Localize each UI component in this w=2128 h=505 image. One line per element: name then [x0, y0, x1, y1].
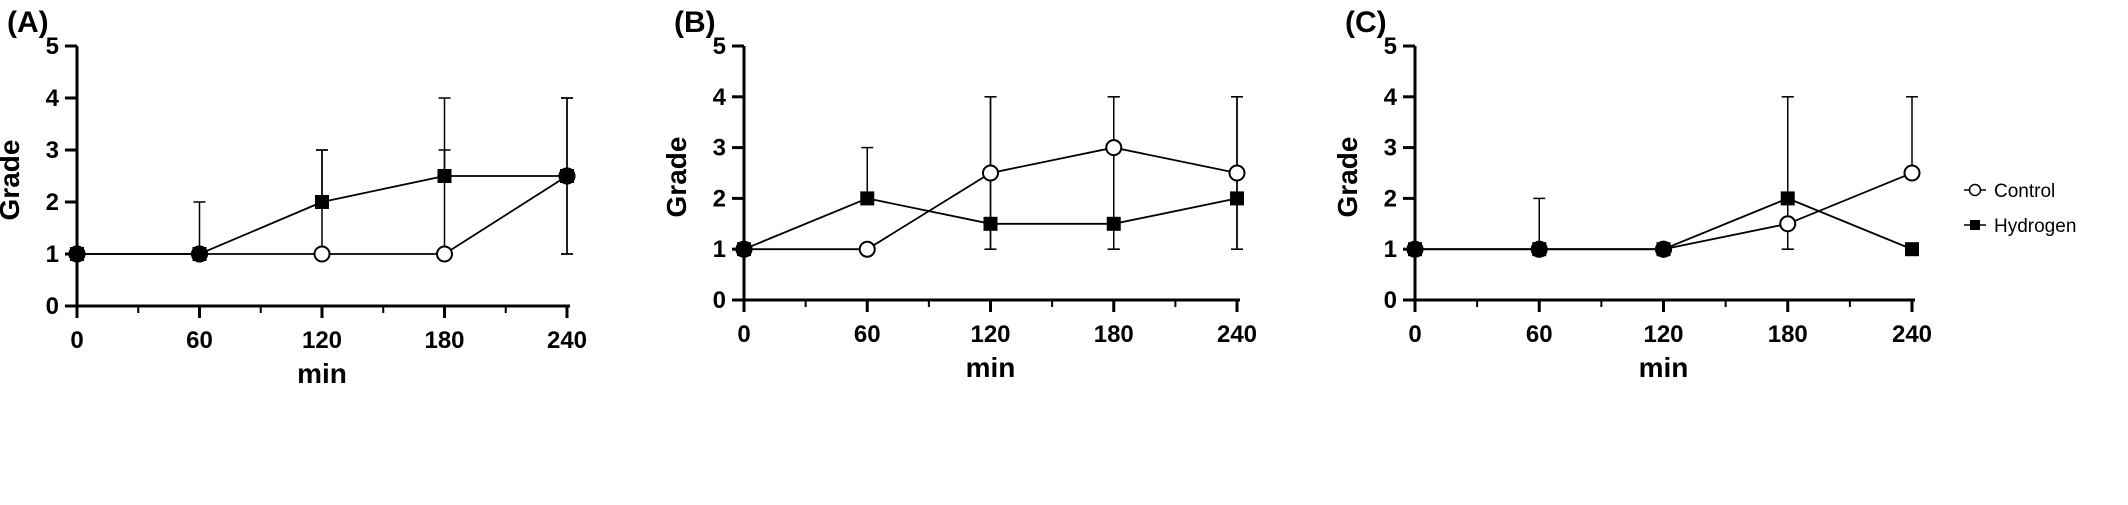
y-axis-title: Grade	[1332, 137, 1363, 218]
x-tick-label: 180	[1094, 321, 1134, 348]
x-tick-label: 0	[737, 321, 750, 348]
y-tick-label: 0	[713, 287, 726, 314]
data-point-control	[1779, 215, 1797, 233]
y-tick-label: 3	[1384, 135, 1397, 162]
y-axis-title: Grade	[0, 140, 25, 221]
x-tick-label: 120	[1643, 321, 1683, 348]
legend: Control Hydrogen	[1964, 181, 2076, 237]
y-tick-label: 4	[46, 85, 60, 112]
x-axis-title: min	[966, 352, 1016, 383]
data-point-overlap	[68, 245, 86, 263]
panel-label: (C)	[1345, 6, 1387, 39]
x-tick-label: 180	[1768, 321, 1808, 348]
chart-panel-1: (B) 0 1 2 3 4 5 0 60 120 180 240 min Grade	[661, 6, 1257, 383]
series-line-control	[1415, 172, 1913, 251]
chart-panel-0: (A) 0 1 2 3 4 5 0 60 120 180 240 min Grade	[0, 6, 587, 389]
x-tick-label: 0	[1408, 321, 1421, 348]
legend-label: Control	[1994, 181, 2055, 202]
legend-marker-control	[1968, 183, 1982, 197]
y-tick-label: 5	[1384, 33, 1397, 60]
x-tick-label: 240	[1217, 321, 1257, 348]
x-tick-label: 0	[70, 327, 83, 354]
data-point-control	[1903, 164, 1921, 182]
data-point-overlap	[735, 240, 753, 258]
y-tick-label: 1	[1384, 236, 1397, 263]
data-point-hydrogen	[860, 191, 875, 206]
x-axis-title: min	[1639, 352, 1689, 383]
chart-panel-2: (C) 0 1 2 3 4 5 0 60 120 180 240 min Grade	[1332, 6, 1932, 383]
data-point-hydrogen	[437, 169, 452, 183]
x-tick-label: 240	[547, 327, 587, 354]
legend-item-hydrogen: Hydrogen	[1964, 216, 2076, 237]
data-point-hydrogen	[1905, 242, 1919, 257]
y-axis-title: Grade	[661, 137, 692, 218]
x-tick-label: 60	[1526, 321, 1553, 348]
data-point-control	[982, 164, 999, 182]
y-tick-label: 3	[46, 137, 59, 164]
data-point-hydrogen	[1230, 191, 1244, 206]
data-point-control	[1105, 139, 1123, 157]
y-tick-label: 0	[1384, 287, 1397, 314]
y-tick-label: 5	[46, 33, 59, 60]
data-point-overlap	[191, 245, 208, 263]
data-point-hydrogen	[1106, 216, 1121, 231]
legend-marker-hydrogen	[1970, 220, 1980, 230]
y-tick-label: 2	[713, 185, 726, 212]
data-point-overlap	[1655, 240, 1672, 258]
data-point-overlap	[558, 167, 576, 185]
y-tick-label: 1	[46, 241, 59, 268]
y-tick-label: 5	[713, 33, 726, 60]
y-tick-label: 4	[713, 84, 727, 111]
x-axis-title: min	[297, 358, 347, 389]
data-point-control	[1228, 164, 1246, 182]
data-point-hydrogen	[315, 195, 329, 209]
data-point-hydrogen	[983, 216, 998, 231]
x-tick-label: 120	[970, 321, 1010, 348]
data-point-control	[313, 245, 331, 263]
y-tick-label: 0	[46, 293, 59, 320]
x-tick-label: 120	[302, 327, 342, 354]
data-point-control	[858, 240, 876, 258]
x-tick-label: 180	[424, 327, 464, 354]
data-point-overlap	[1406, 240, 1424, 258]
panel-label: (A)	[7, 6, 49, 39]
legend-item-control: Control	[1964, 181, 2055, 202]
panel-label: (B)	[674, 6, 716, 39]
y-tick-label: 1	[713, 236, 726, 263]
y-tick-label: 4	[1384, 84, 1398, 111]
legend-label: Hydrogen	[1994, 216, 2076, 237]
x-tick-label: 60	[854, 321, 881, 348]
x-tick-label: 240	[1892, 321, 1932, 348]
data-point-overlap	[1530, 240, 1548, 258]
x-tick-label: 60	[186, 327, 213, 354]
y-tick-label: 2	[1384, 185, 1397, 212]
data-point-hydrogen	[1780, 191, 1795, 206]
data-point-control	[436, 245, 453, 263]
y-tick-label: 3	[713, 135, 726, 162]
y-tick-label: 2	[46, 189, 59, 216]
